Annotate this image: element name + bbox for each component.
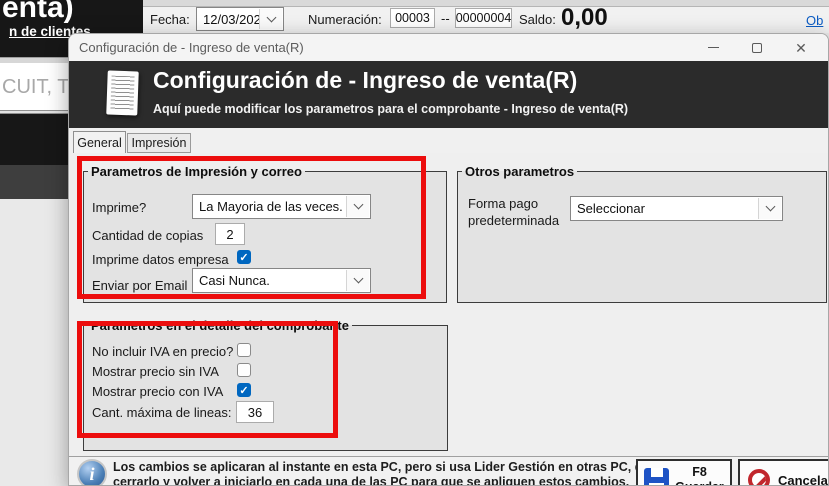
background-search-band[interactable]: CUIT, Te [0,63,68,110]
max-lineas-input[interactable]: 36 [236,401,274,423]
document-icon [106,70,139,116]
dialog-titlebar-text: Configuración de - Ingreso de venta(R) [79,40,304,55]
maximize-icon [752,42,762,53]
save-button-key: F8 [692,465,707,479]
numeracion-label: Numeración: [308,12,382,27]
save-button-label: Guardar [669,480,730,485]
email-dropdown-button[interactable] [346,270,369,291]
save-button[interactable]: F8 Guardar [636,459,732,485]
footer-info-line1: Los cambios se aplicaran al instante en … [113,460,676,474]
no-incluir-iva-checkbox[interactable] [237,343,251,357]
search-placeholder-fragment: CUIT, Te [2,76,68,98]
saldo-label: Saldo: [519,12,556,27]
forma-pago-label: Forma pago predeterminada [468,196,560,228]
chevron-down-icon [353,199,363,210]
tab-strip: General Impresión [69,128,828,153]
window-controls: ✕ [696,34,818,61]
copias-label: Cantidad de copias [92,228,204,243]
forma-pago-dropdown-button[interactable] [758,198,781,219]
chevron-down-icon [765,201,775,212]
background-strip [0,57,68,63]
dialog-titlebar[interactable]: Configuración de - Ingreso de venta(R) ✕ [69,34,828,61]
max-lineas-label: Cant. máxima de lineas: [92,405,232,420]
precio-sin-iva-label: Mostrar precio sin IVA [92,364,219,379]
datos-empresa-label: Imprime datos empresa [92,252,229,267]
minimize-button[interactable] [696,36,730,60]
numeracion-separator: -- [441,11,450,26]
forma-pago-dropdown-value: Seleccionar [577,201,645,216]
maximize-button[interactable] [740,36,774,60]
cancel-button-label: Cancelar [778,472,829,486]
top-strip [143,0,829,7]
email-dropdown[interactable]: Casi Nunca. [192,268,371,293]
close-button[interactable]: ✕ [784,36,818,60]
email-dropdown-value: Casi Nunca. [199,273,270,288]
saldo-value: 0,00 [561,4,608,31]
precio-sin-iva-checkbox[interactable] [237,363,251,377]
imprime-dropdown[interactable]: La Mayoria de las veces. [192,194,371,219]
imprime-dropdown-value: La Mayoria de las veces. [199,199,343,214]
cancel-prohibited-icon [748,469,770,485]
chevron-down-icon [353,273,363,284]
no-incluir-iva-label: No incluir IVA en precio? [92,344,234,359]
close-icon: ✕ [795,39,807,56]
numeracion-from-field[interactable]: 00003 [390,8,435,28]
datos-empresa-checkbox[interactable] [237,250,251,264]
group-detalle-comprobante: Parametros en el detalle del comprobante… [83,318,448,451]
background-dark-band [0,114,68,165]
dialog-header-subtitle: Aquí puede modificar los parametros para… [153,102,629,116]
save-floppy-icon [644,467,669,485]
background-window-title-fragment: enta) [2,0,74,24]
fecha-label: Fecha: [150,12,190,27]
tab-impresion[interactable]: Impresión [127,133,191,153]
minimize-icon [707,46,719,49]
group-otros-parametros: Otros parametros Forma pago predetermina… [457,164,827,303]
forma-pago-dropdown[interactable]: Seleccionar [570,196,783,221]
dialog-header-title: Configuración de - Ingreso de venta(R) [153,67,578,93]
chevron-down-icon [266,12,276,22]
info-icon [77,459,107,485]
observaciones-link-fragment[interactable]: Ob [806,13,824,28]
footer-info-text: Los cambios se aplicaran al instante en … [113,460,676,486]
footer-info-line2: cerrarlo y volver a iniciarlo en cada un… [113,475,630,486]
precio-con-iva-label: Mostrar precio con IVA [92,384,224,399]
numeracion-to-field[interactable]: 00000004 [455,8,512,28]
tab-page-general: Parametros de Impresión y correo Imprime… [69,153,828,456]
group-impresion-correo-title: Parametros de Impresión y correo [91,164,302,179]
fecha-date-dropdown[interactable]: 12/03/2024 [196,7,284,31]
background-light-band [0,199,68,486]
group-impresion-correo: Parametros de Impresión y correo Imprime… [83,164,447,303]
group-detalle-comprobante-title: Parametros en el detalle del comprobante [91,318,349,333]
copias-input[interactable]: 2 [215,223,245,245]
cancel-button[interactable]: Cancelar [738,459,829,486]
fecha-date-value: 12/03/2024 [203,11,269,27]
precio-con-iva-checkbox[interactable] [237,383,251,397]
config-dialog: Configuración de - Ingreso de venta(R) ✕… [68,33,829,486]
imprime-dropdown-button[interactable] [346,196,369,217]
dialog-footer: Los cambios se aplicaran al instante en … [69,456,829,486]
imprime-label: Imprime? [92,200,147,215]
background-gray-band [0,165,68,199]
dialog-header: Configuración de - Ingreso de venta(R) A… [69,61,828,128]
group-otros-parametros-title: Otros parametros [465,164,575,179]
fecha-dropdown-button[interactable] [259,9,282,29]
background-divider [0,110,68,114]
email-label: Enviar por Email [92,278,188,293]
tab-general[interactable]: General [73,131,126,153]
